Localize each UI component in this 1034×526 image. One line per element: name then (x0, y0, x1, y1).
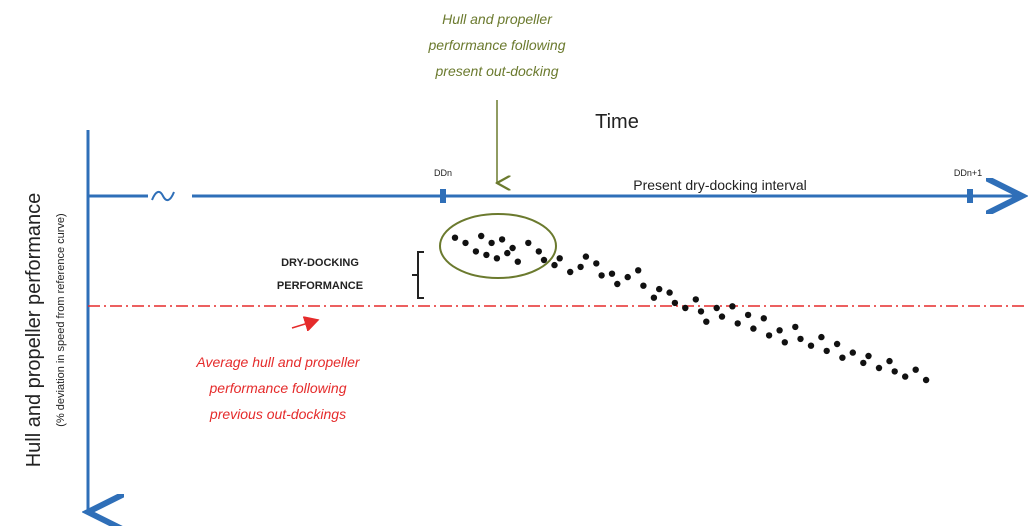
scatter-point (760, 315, 767, 322)
scatter-point (818, 333, 825, 341)
scatter-point (744, 311, 752, 319)
scatter-point (703, 318, 710, 325)
scatter-point (598, 272, 605, 279)
scatter-point (498, 236, 506, 243)
scatter-point (504, 249, 511, 257)
scatter-point (875, 364, 883, 372)
scatter-point (650, 294, 658, 301)
scatter-point (692, 296, 699, 303)
dry-docking-bracket (412, 251, 424, 299)
top-callout-line-1: Hull and propeller (442, 11, 553, 27)
scatter-point (540, 256, 548, 264)
scatter-point (551, 261, 558, 269)
scatter-point (729, 303, 736, 310)
average-label-line-3: previous out-dockings (209, 406, 346, 422)
scatter-point (792, 323, 799, 331)
scatter-point (577, 263, 584, 271)
scatter-point (624, 273, 631, 281)
scatter-point (860, 359, 867, 367)
scatter-point (640, 282, 647, 289)
scatter-point (797, 335, 804, 343)
out-docking-ellipse (439, 213, 557, 279)
scatter-point (593, 260, 600, 267)
scatter-point (514, 258, 521, 265)
scatter-point (833, 340, 841, 348)
scatter-point (922, 376, 930, 384)
scatter-point (608, 270, 616, 277)
scatter-point (556, 255, 563, 262)
ddn-tick (440, 189, 446, 203)
top-callout-line-3: present out-docking (435, 63, 559, 79)
scatter-point (525, 239, 532, 247)
scatter-point (535, 248, 542, 255)
scatter-point (451, 234, 459, 241)
top-callout-line-2: performance following (428, 37, 566, 53)
scatter-point (666, 289, 673, 296)
average-pointer-arrow (291, 320, 318, 328)
scatter-point (682, 304, 689, 312)
scatter-point (656, 285, 663, 293)
interval-label: Present dry-docking interval (633, 177, 807, 193)
scatter-point (886, 357, 893, 365)
scatter-point (839, 354, 846, 361)
scatter-point (912, 366, 919, 373)
scatter-point (635, 267, 642, 274)
scatter-point (781, 339, 788, 346)
average-label-line-1: Average hull and propeller (195, 354, 361, 370)
dry-docking-label-line-2: PERFORMANCE (277, 280, 363, 292)
scatter-point (776, 327, 783, 334)
ddn1-label: DDn+1 (954, 168, 982, 178)
scatter-point (718, 313, 726, 320)
scatter-point (865, 352, 872, 360)
scatter-point (462, 239, 469, 247)
scatter-point (472, 248, 480, 255)
y-axis-title: Hull and propeller performance (23, 193, 45, 468)
scatter-points (451, 232, 930, 384)
scatter-point (807, 342, 815, 349)
scatter-point (734, 320, 741, 327)
dry-docking-label-line-1: DRY-DOCKING (281, 257, 359, 269)
scatter-point (713, 304, 720, 312)
scatter-point (483, 251, 490, 259)
scatter-point (891, 368, 898, 375)
scatter-point (509, 244, 516, 252)
ddn-label: DDn (434, 168, 452, 178)
time-label: Time (595, 111, 639, 133)
y-axis-subtitle: (% deviation in speed from reference cur… (55, 213, 67, 426)
scatter-point (697, 308, 705, 315)
scatter-point (823, 347, 830, 355)
axis-break-symbol (151, 190, 175, 202)
average-label-line-2: performance following (209, 380, 347, 396)
scatter-point (582, 253, 590, 260)
scatter-point (765, 332, 773, 339)
scatter-point (849, 349, 856, 356)
scatter-point (478, 232, 485, 240)
scatter-point (671, 299, 679, 307)
scatter-point (567, 268, 574, 276)
scatter-point (614, 280, 621, 288)
scatter-point (488, 239, 495, 247)
scatter-point (902, 373, 909, 380)
scatter-point (750, 325, 757, 332)
scatter-point (493, 255, 501, 262)
ddn1-tick (967, 189, 973, 203)
